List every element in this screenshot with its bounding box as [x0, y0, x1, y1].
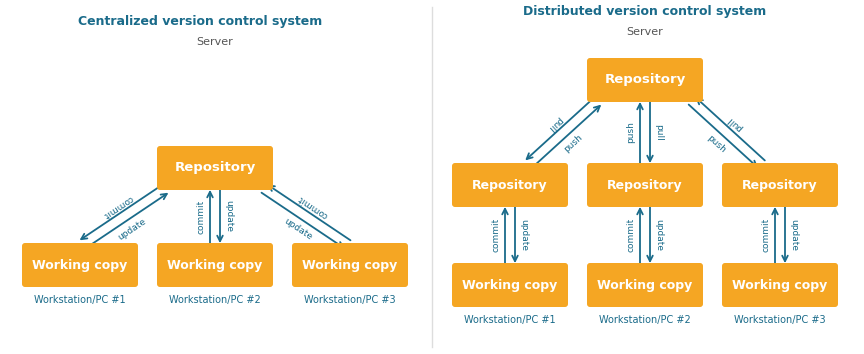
Text: pull: pull [655, 124, 664, 141]
Text: update: update [655, 219, 664, 251]
Text: push: push [562, 133, 584, 154]
Text: Server: Server [197, 37, 233, 47]
Text: Working copy: Working copy [733, 279, 828, 291]
FancyBboxPatch shape [452, 263, 568, 307]
FancyBboxPatch shape [587, 58, 703, 102]
Text: Repository: Repository [605, 74, 686, 86]
Text: pull: pull [546, 115, 564, 133]
FancyBboxPatch shape [157, 146, 273, 190]
Text: Working copy: Working copy [302, 258, 397, 272]
Text: update: update [225, 200, 233, 233]
Text: push: push [626, 121, 636, 143]
Text: update: update [282, 216, 314, 242]
FancyBboxPatch shape [587, 263, 703, 307]
FancyBboxPatch shape [157, 243, 273, 287]
Text: Repository: Repository [175, 161, 256, 175]
Text: update: update [790, 219, 798, 251]
Text: Repository: Repository [742, 178, 818, 192]
FancyBboxPatch shape [722, 163, 838, 207]
Text: Workstation/PC #3: Workstation/PC #3 [734, 315, 826, 325]
Text: update: update [519, 219, 529, 251]
Text: Workstation/PC #2: Workstation/PC #2 [599, 315, 691, 325]
FancyBboxPatch shape [587, 163, 703, 207]
Text: Working copy: Working copy [32, 258, 128, 272]
FancyBboxPatch shape [292, 243, 408, 287]
Text: commit: commit [761, 218, 771, 252]
Text: Repository: Repository [473, 178, 548, 192]
Text: push: push [706, 133, 727, 154]
Text: pull: pull [726, 115, 744, 133]
Text: Workstation/PC #1: Workstation/PC #1 [464, 315, 556, 325]
Text: Distributed version control system: Distributed version control system [524, 6, 766, 18]
Text: commit: commit [100, 193, 134, 220]
Text: Repository: Repository [607, 178, 683, 192]
Text: Workstation/PC #2: Workstation/PC #2 [169, 295, 261, 305]
Text: commit: commit [196, 199, 206, 234]
Text: Working copy: Working copy [462, 279, 557, 291]
Text: Working copy: Working copy [597, 279, 693, 291]
Text: update: update [117, 216, 148, 242]
FancyBboxPatch shape [22, 243, 138, 287]
Text: Working copy: Working copy [168, 258, 263, 272]
Text: Workstation/PC #1: Workstation/PC #1 [35, 295, 126, 305]
Text: Workstation/PC #3: Workstation/PC #3 [304, 295, 396, 305]
FancyBboxPatch shape [722, 263, 838, 307]
FancyBboxPatch shape [452, 163, 568, 207]
Text: commit: commit [492, 218, 500, 252]
Text: commit: commit [296, 193, 329, 220]
Text: Centralized version control system: Centralized version control system [78, 16, 322, 29]
Text: commit: commit [626, 218, 636, 252]
Text: Server: Server [626, 27, 664, 37]
